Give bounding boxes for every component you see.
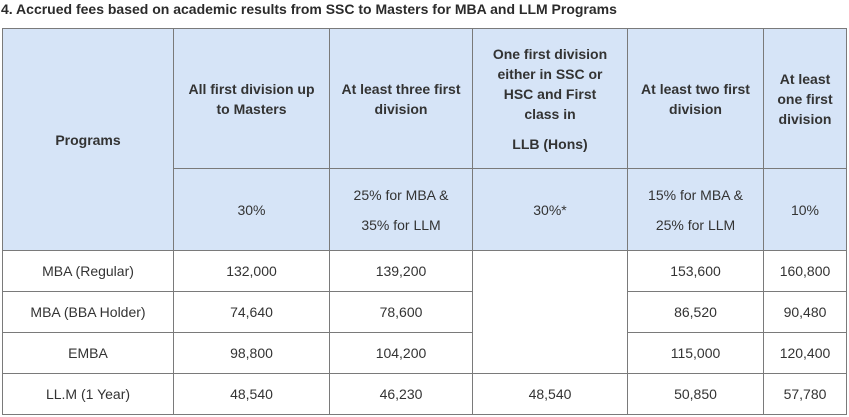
fee-cell: 139,200 [329,250,473,292]
table-row: EMBA 98,800 104,200 115,000 120,400 [2,332,847,374]
fee-cell: 57,780 [763,373,847,415]
table-row: MBA (Regular) 132,000 139,200 153,600 16… [2,250,847,374]
fee-cell: 90,480 [763,291,847,333]
rate-cell: 25% for MBA & 35% for LLM [329,168,473,251]
rate-cell: 30%* [472,168,628,251]
fee-cell: 48,540 [173,373,330,415]
column-header-two-first-division: At least two first division [627,28,764,169]
table-row: LL.M (1 Year) 48,540 46,230 48,540 50,85… [2,373,847,415]
fee-cell: 50,850 [627,373,764,415]
rate-row: 30% 25% for MBA & 35% for LLM 30%* 15% f… [3,168,847,251]
program-cell: LL.M (1 Year) [2,373,174,415]
rate-cell: 10% [763,168,847,251]
fee-cell-empty [472,250,628,374]
fee-cell: 48,540 [472,373,628,415]
fee-cell: 74,640 [173,291,330,333]
fee-cell: 115,000 [627,332,764,374]
program-cell: MBA (Regular) [2,250,174,292]
column-header-three-first-division: At least three first division [329,28,473,169]
programs-header: Programs [2,28,174,251]
fee-cell: 153,600 [627,250,764,292]
fee-cell: 78,600 [329,291,473,333]
table-row: MBA (BBA Holder) 74,640 78,600 86,520 90… [2,291,847,333]
header-row: Programs All first division up to Master… [2,28,847,251]
fee-cell: 120,400 [763,332,847,374]
column-header-all-first-division: All first division up to Masters [173,28,330,169]
rate-cell: 15% for MBA & 25% for LLM [627,168,764,251]
rate-cell: 30% [173,168,330,251]
fee-cell: 86,520 [627,291,764,333]
page-title: 4. Accrued fees based on academic result… [1,1,617,17]
fees-table: Programs All first division up to Master… [2,28,847,415]
column-header-one-first-division-llb: One first division either in SSC or HSC … [472,28,628,169]
fee-cell: 104,200 [329,332,473,374]
fee-cell: 132,000 [173,250,330,292]
program-cell: EMBA [2,332,174,374]
fee-cell: 98,800 [173,332,330,374]
fee-cell: 160,800 [763,250,847,292]
program-cell: MBA (BBA Holder) [2,291,174,333]
column-header-one-first-division: At least one first division [763,28,847,169]
programs-header-label: Programs [55,131,121,148]
fee-cell: 46,230 [329,373,473,415]
